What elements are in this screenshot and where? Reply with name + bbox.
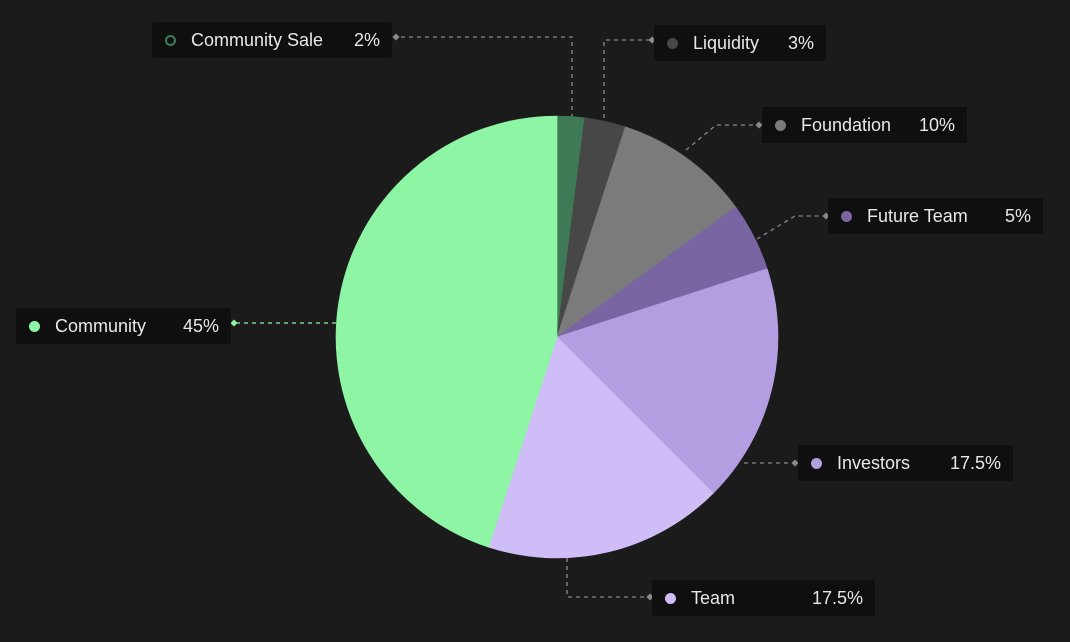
label-foundation-value: 10% <box>918 114 955 135</box>
label-community-sale: Community Sale 2% <box>152 22 392 58</box>
community-legend-dot <box>29 320 40 332</box>
label-future-team: Future Team 5% <box>828 198 1043 234</box>
label-community-sale-name: Community Sale <box>191 29 324 50</box>
label-community: Community 45% <box>16 308 231 344</box>
label-team-name: Team <box>691 587 736 608</box>
label-community-name: Community <box>55 315 147 336</box>
label-liquidity-value: 3% <box>787 32 814 53</box>
label-future-team-value: 5% <box>1004 205 1031 226</box>
connector-foundation <box>685 124 759 151</box>
label-team-value: 17.5% <box>811 587 863 608</box>
connector-team <box>566 558 650 598</box>
investors-legend-dot <box>811 457 822 469</box>
future-team-legend-dot <box>841 210 852 222</box>
connector-lines <box>230 33 830 601</box>
label-investors: Investors 17.5% <box>798 445 1013 481</box>
community-sale-legend-dot <box>165 34 176 46</box>
label-liquidity-name: Liquidity <box>693 32 760 53</box>
foundation-legend-dot <box>775 119 786 131</box>
label-foundation-name: Foundation <box>801 114 892 135</box>
connector-end-community <box>230 319 238 327</box>
label-investors-value: 17.5% <box>949 452 1001 473</box>
connector-end-foundation <box>755 121 763 129</box>
label-foundation: Foundation 10% <box>762 107 967 143</box>
slice-foundation <box>556 126 737 338</box>
label-team: Team 17.5% <box>652 580 875 616</box>
connector-end-team <box>646 593 654 601</box>
liquidity-legend-dot <box>667 37 678 49</box>
label-community-sale-value: 2% <box>353 29 380 50</box>
connector-future-team <box>756 215 826 240</box>
connector-end-future-team <box>822 212 830 220</box>
label-community-value: 45% <box>182 315 219 336</box>
slice-team <box>488 336 714 559</box>
slice-investors <box>556 268 779 494</box>
team-legend-dot <box>665 592 676 604</box>
connector-liquidity <box>603 39 652 118</box>
label-future-team-name: Future Team <box>867 205 968 226</box>
pie-slices <box>335 115 779 559</box>
connector-end-liquidity <box>648 36 656 44</box>
label-liquidity: Liquidity 3% <box>654 25 826 61</box>
connector-end-investors <box>791 459 799 467</box>
connector-end-community-sale <box>392 33 400 41</box>
slice-community <box>335 115 558 548</box>
connector-community-sale <box>396 36 573 118</box>
label-investors-name: Investors <box>837 452 911 473</box>
